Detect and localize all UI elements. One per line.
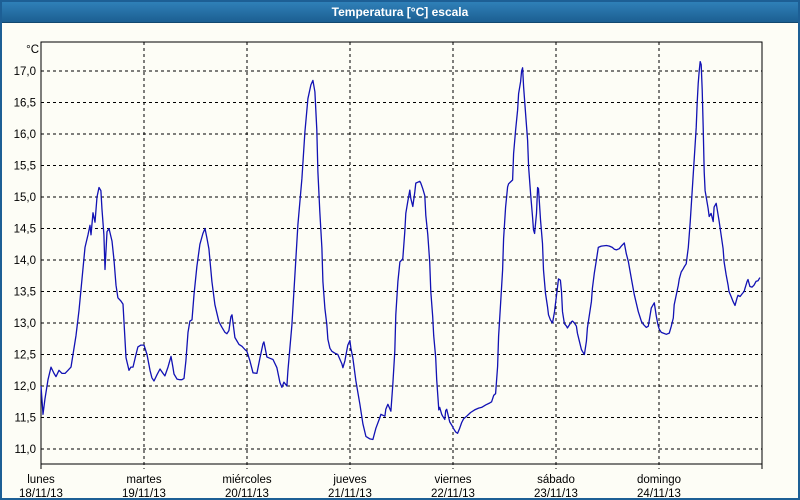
day-name-label: martes (126, 474, 161, 486)
y-tick-label: 16,5 (14, 98, 36, 110)
day-name-label: viernes (434, 474, 471, 486)
day-date-label: 24/11/13 (637, 488, 681, 500)
y-axis-labels: 17,0 16,5 16,0 15,5 15,0 14,5 14,0 13,5 13,0 12,5… (14, 44, 39, 456)
y-axis-unit-label: °C (26, 44, 39, 56)
y-tick-label: 13,0 (14, 318, 36, 330)
day-date-label: 20/11/13 (225, 488, 269, 500)
day-date-label: 23/11/13 (534, 488, 578, 500)
y-tick-label: 15,5 (14, 161, 36, 173)
y-tick-label: 11,5 (14, 413, 36, 425)
y-tick-label: 16,0 (14, 129, 36, 141)
day-name-label: jueves (332, 474, 366, 486)
day-date-label: 22/11/13 (431, 488, 475, 500)
temperature-chart[interactable]: 17,0 16,5 16,0 15,5 15,0 14,5 14,0 13,5 13,0 12,5… (2, 23, 800, 500)
day-date-label: 19/11/13 (122, 488, 166, 500)
y-tick-label: 15,0 (14, 192, 36, 204)
window-title: Temperatura [°C] escala (331, 5, 469, 19)
y-tick-label: 13,5 (14, 287, 36, 299)
gridlines (41, 42, 762, 469)
day-name-label: lunes (27, 474, 55, 486)
y-tick-label: 12,0 (14, 381, 36, 393)
y-tick-label: 17,0 (14, 66, 36, 78)
day-name-label: sábado (537, 474, 575, 486)
y-tick-label: 14,0 (14, 255, 36, 267)
day-name-label: miércoles (222, 474, 271, 486)
temperature-line (40, 60, 761, 441)
day-date-label: 21/11/13 (328, 488, 372, 500)
x-axis-labels: lunes 18/11/13 martes 19/11/13 miércoles 20/1… (19, 474, 681, 500)
chart-area: 17,0 16,5 16,0 15,5 15,0 14,5 14,0 13,5 13,0 12,5… (2, 23, 798, 498)
plot-border (40, 41, 763, 469)
y-tick-label: 12,5 (14, 350, 36, 362)
y-tick-label: 14,5 (14, 224, 36, 236)
window-titlebar: Temperatura [°C] escala (2, 2, 798, 23)
day-name-label: domingo (637, 474, 681, 486)
y-tick-label: 11,0 (14, 444, 36, 456)
day-date-label: 18/11/13 (19, 488, 63, 500)
plot-area[interactable] (40, 41, 763, 465)
